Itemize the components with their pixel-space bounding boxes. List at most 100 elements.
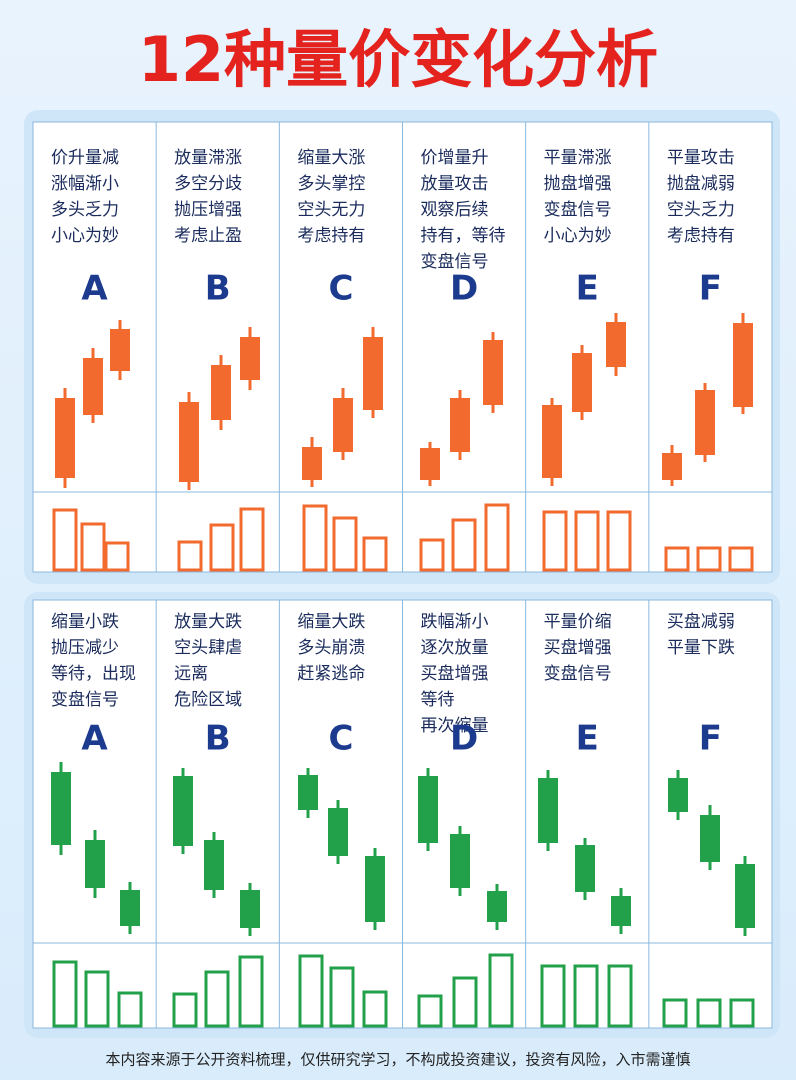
volume-bar bbox=[302, 504, 328, 572]
column-text: 再次缩量 bbox=[421, 716, 489, 736]
footer: 本内容来源于公开资料梳理，仅供研究学习，不构成投资建议，投资有风险，入市需谨慎 bbox=[105, 1051, 690, 1069]
candle-body bbox=[211, 365, 231, 420]
candle-body bbox=[83, 358, 103, 415]
column-text: 抛压增强 bbox=[174, 200, 242, 220]
column-text: 抛盘减弱 bbox=[667, 174, 735, 194]
candle-body bbox=[120, 890, 140, 926]
volume-bar bbox=[84, 970, 110, 1028]
volume-bar bbox=[664, 546, 690, 572]
letter: F bbox=[699, 269, 722, 309]
column-text: 买盘增强 bbox=[544, 638, 612, 658]
volume-bar bbox=[204, 970, 230, 1028]
volume-bar bbox=[417, 994, 443, 1028]
column-text: 危险区域 bbox=[174, 690, 242, 710]
candle-body bbox=[735, 864, 755, 928]
column-text: 小心为妙 bbox=[51, 226, 119, 246]
candle-body bbox=[662, 453, 682, 480]
column-text: 变盘信号 bbox=[421, 252, 489, 272]
candle-body bbox=[450, 834, 470, 888]
volume-bar bbox=[80, 522, 106, 572]
letter: D bbox=[450, 719, 478, 759]
column-text: 价增量升 bbox=[421, 148, 489, 168]
candle-body bbox=[51, 772, 71, 845]
volume-bar bbox=[696, 546, 722, 572]
letter: D bbox=[450, 269, 478, 309]
volume-bar bbox=[239, 507, 265, 572]
volume-bar bbox=[52, 960, 78, 1028]
letter: B bbox=[205, 719, 231, 759]
volume-bar bbox=[104, 541, 130, 572]
candle-body bbox=[204, 840, 224, 890]
volume-bar bbox=[332, 516, 358, 572]
candle-body bbox=[700, 815, 720, 862]
volume-bar bbox=[362, 536, 388, 572]
volume-bar bbox=[117, 991, 143, 1028]
volume-bar bbox=[419, 538, 445, 572]
candle-body bbox=[572, 353, 592, 412]
column-text: 放量大跌 bbox=[174, 612, 242, 632]
candle-body bbox=[611, 896, 631, 926]
column-text: 买盘减弱 bbox=[667, 612, 735, 632]
candle-body bbox=[328, 808, 348, 856]
title: 12种量价变化分析 bbox=[138, 23, 658, 96]
volume-bar bbox=[607, 964, 633, 1028]
volume-bar bbox=[362, 990, 388, 1028]
candle-body bbox=[298, 775, 318, 810]
candle-body bbox=[733, 323, 753, 407]
candle-body bbox=[179, 402, 199, 482]
column-text: 观察后续 bbox=[421, 200, 489, 220]
column-text: 平量下跌 bbox=[667, 638, 735, 658]
column-text: 缩量大涨 bbox=[297, 148, 365, 168]
volume-bar bbox=[729, 998, 755, 1028]
letter: F bbox=[699, 719, 722, 759]
candle-body bbox=[542, 405, 562, 478]
letter: C bbox=[328, 269, 353, 309]
column-text: 跌幅渐小 bbox=[421, 612, 489, 632]
column-text: 赶紧逃命 bbox=[297, 664, 365, 684]
candle-body bbox=[606, 322, 626, 367]
volume-bar bbox=[452, 976, 478, 1028]
volume-bar bbox=[329, 966, 355, 1028]
column-text: 价升量减 bbox=[51, 148, 119, 168]
column-text: 缩量大跌 bbox=[297, 612, 365, 632]
column-text: 远离 bbox=[174, 664, 208, 684]
candle-body bbox=[302, 447, 322, 480]
column-text: 多空分歧 bbox=[174, 174, 242, 194]
candle-body bbox=[418, 776, 438, 843]
candle-body bbox=[487, 891, 507, 922]
volume-bar bbox=[728, 546, 754, 572]
candle-body bbox=[575, 845, 595, 892]
letter: E bbox=[576, 269, 599, 309]
letter: C bbox=[328, 719, 353, 759]
letter: A bbox=[81, 269, 108, 309]
column-text: 变盘信号 bbox=[51, 690, 119, 710]
candle-body bbox=[363, 337, 383, 410]
volume-bar bbox=[488, 953, 514, 1028]
column-text: 变盘信号 bbox=[544, 200, 612, 220]
column-text: 抛盘增强 bbox=[544, 174, 612, 194]
volume-bar bbox=[662, 998, 688, 1028]
letter: A bbox=[81, 719, 108, 759]
candle-body bbox=[173, 776, 193, 846]
candle-body bbox=[695, 390, 715, 455]
candle-body bbox=[450, 398, 470, 452]
column-text: 空头无力 bbox=[297, 200, 365, 220]
candle-body bbox=[240, 890, 260, 928]
column-text: 缩量小跌 bbox=[51, 612, 119, 632]
letter: B bbox=[205, 269, 231, 309]
column-text: 逐次放量 bbox=[421, 638, 489, 658]
column-text: 考虑持有 bbox=[297, 226, 365, 246]
candle-body bbox=[333, 398, 353, 452]
volume-bar bbox=[209, 523, 235, 572]
column-text: 空头肆虐 bbox=[174, 638, 242, 658]
candle-body bbox=[110, 329, 130, 371]
volume-bar bbox=[573, 964, 599, 1028]
column-text: 买盘增强 bbox=[421, 664, 489, 684]
candle-body bbox=[538, 778, 558, 843]
volume-bar bbox=[451, 518, 477, 572]
candle-body bbox=[365, 856, 385, 922]
candle-body bbox=[85, 840, 105, 888]
volume-bar bbox=[696, 998, 722, 1028]
column-text: 放量攻击 bbox=[421, 174, 489, 194]
column-text: 多头掌控 bbox=[297, 174, 365, 194]
